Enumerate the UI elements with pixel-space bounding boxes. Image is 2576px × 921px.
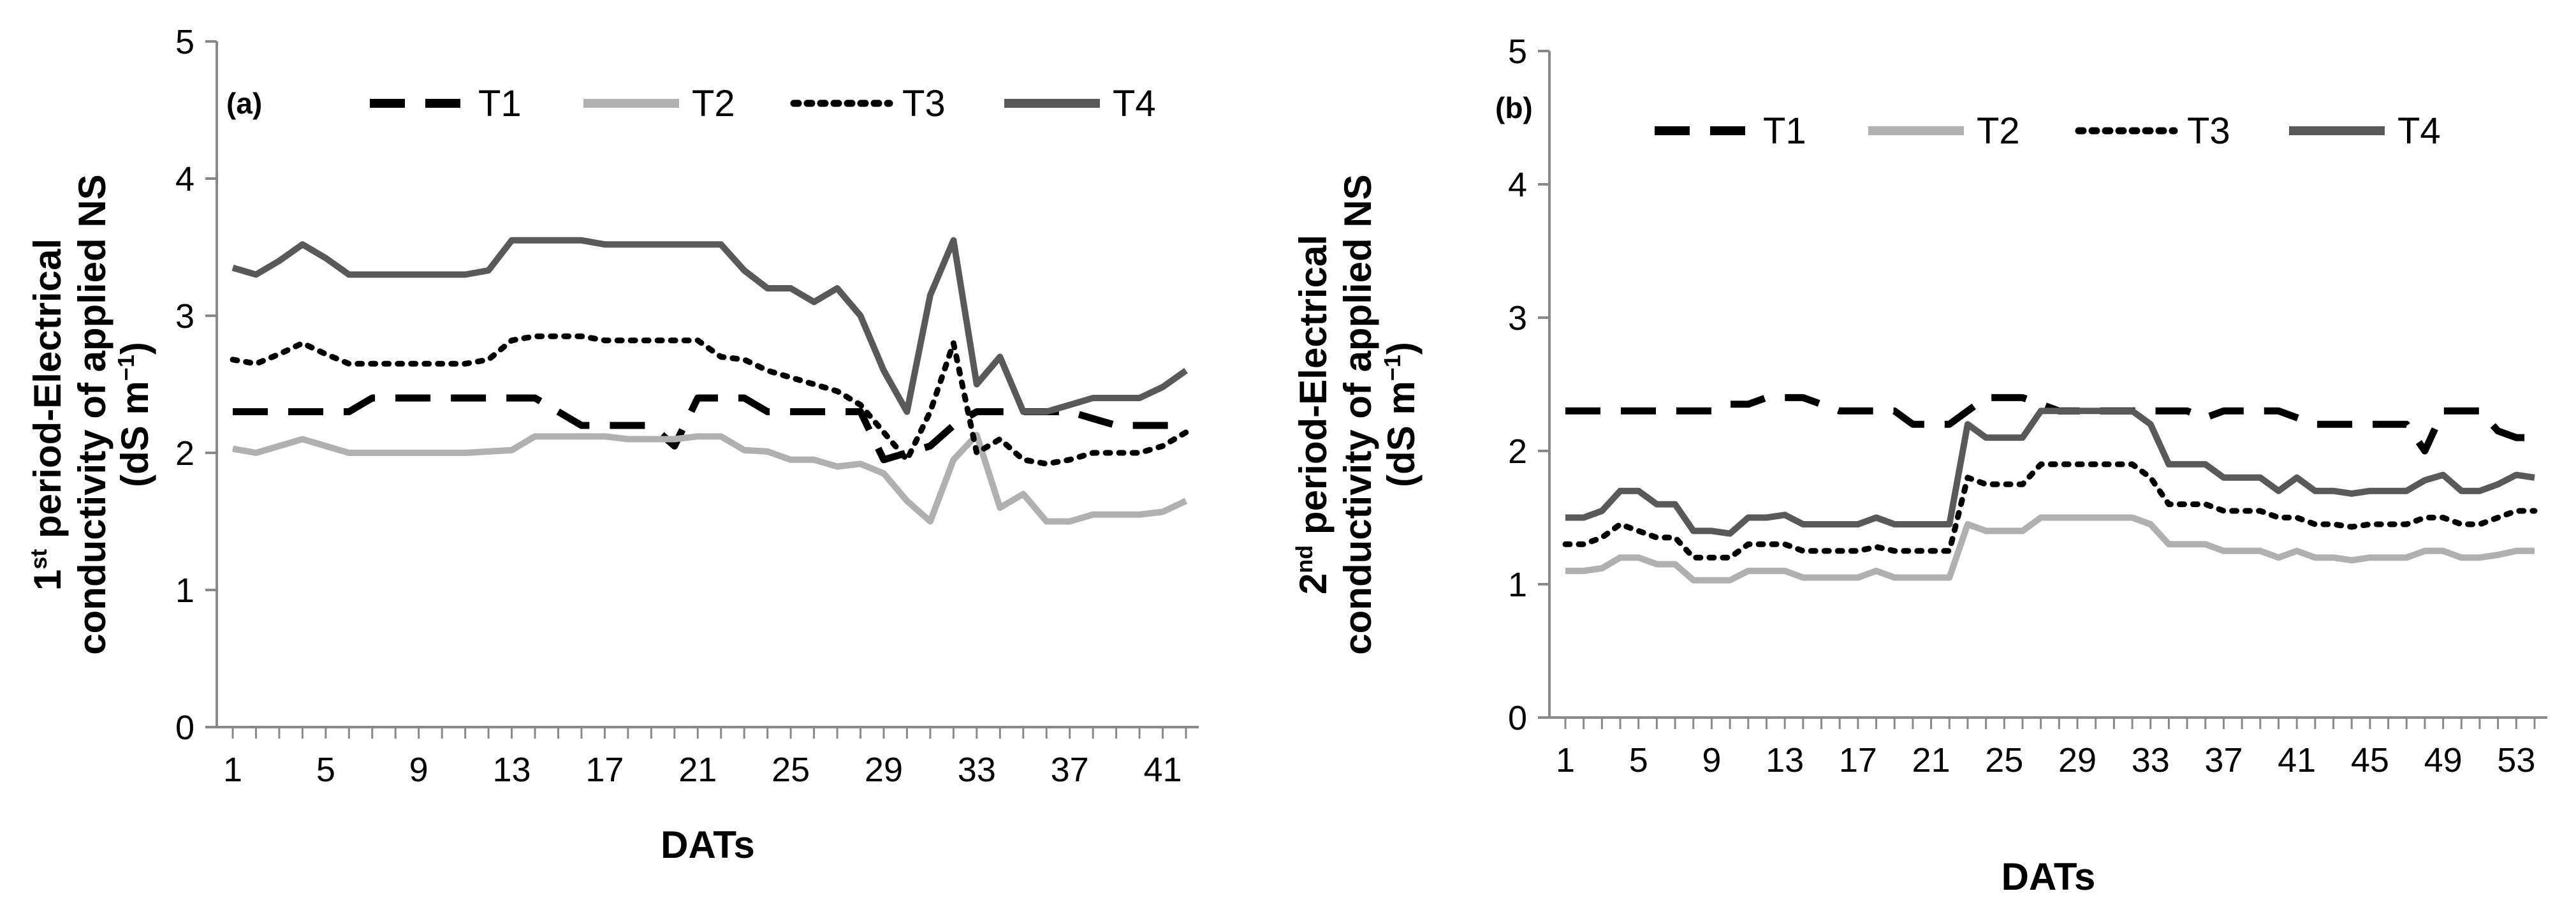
legend-label-t4: T4 (1113, 83, 1156, 124)
legend-label-t1: T1 (1763, 110, 1806, 152)
y-tick-label: 1 (1508, 566, 1527, 604)
y-axis-title-line1: 2nd period-Electrical (1291, 235, 1335, 594)
y-tick-label: 0 (1508, 699, 1527, 737)
legend-label-t3: T3 (2187, 110, 2230, 152)
y-tick-label: 2 (1508, 432, 1527, 471)
x-tick-label: 41 (1143, 751, 1182, 789)
y-axis-title-line3: (dS m−1) (1379, 342, 1423, 487)
x-tick-label: 33 (2132, 741, 2170, 779)
x-axis-title: DATs (2002, 855, 2096, 898)
x-tick-label: 17 (585, 751, 624, 789)
x-tick-label: 41 (2278, 741, 2316, 779)
x-tick-label: 45 (2351, 741, 2389, 779)
legend: T1 T2 T3 T4 (370, 83, 1156, 124)
y-axis-title-line2: conductivity of applied NS (1336, 174, 1379, 654)
y-axis-title-line2: conductivity of applied NS (71, 174, 113, 654)
x-tick-label: 1 (223, 751, 242, 789)
y-title-unit: (dS m (1380, 381, 1423, 487)
x-axis-title: DATs (661, 823, 755, 866)
y-tick-label: 0 (175, 709, 194, 747)
series-line-t3 (230, 333, 1189, 467)
y-tick-label: 5 (1508, 33, 1527, 71)
y-axis-title: 1st period-Electrical conductivity of app… (26, 174, 156, 654)
y-title-unit: (dS m (113, 381, 156, 487)
y-tick-label: 5 (175, 23, 194, 61)
y-axis-title: 2nd period-Electrical conductivity of app… (1291, 174, 1423, 654)
series-line-t1 (1565, 394, 2535, 455)
y-title-unit-sup: −1 (1379, 355, 1405, 381)
x-tick-label: 29 (865, 751, 903, 789)
x-tick-label: 1 (1556, 741, 1575, 779)
x-tick-label: 37 (1051, 751, 1089, 789)
legend-label-t1: T1 (478, 83, 522, 124)
x-tick-label: 49 (2424, 741, 2463, 779)
x-tick-label: 33 (958, 751, 996, 789)
y-title-ordinal: 1 (26, 570, 69, 591)
x-tick-label: 5 (316, 751, 335, 789)
y-tick-label: 1 (175, 571, 194, 610)
y-tick-label: 3 (1508, 299, 1527, 337)
x-tick-label: 25 (772, 751, 810, 789)
x-tick-label: 21 (1912, 741, 1950, 779)
y-tick-label: 4 (175, 160, 194, 198)
y-title-ordinal-sup: nd (1291, 545, 1317, 573)
y-title-ordinal-sup: st (26, 549, 52, 570)
x-tick-label: 5 (1629, 741, 1648, 779)
x-tick-label: 53 (2497, 741, 2535, 779)
y-tick-label: 4 (1508, 166, 1527, 204)
series-line-t4 (1565, 408, 2535, 537)
legend-label-t4: T4 (2397, 110, 2441, 152)
series-line-t2 (1565, 514, 2535, 584)
y-axis-title-line1: 1st period-Electrical (26, 239, 69, 591)
x-tick-label: 25 (1985, 741, 2023, 779)
x-tick-label: 29 (2058, 741, 2097, 779)
y-title-text: period-Electrical (26, 239, 69, 549)
y-title-ordinal: 2 (1292, 573, 1335, 594)
x-tick-label: 9 (409, 751, 428, 789)
y-tick-label: 3 (175, 297, 194, 335)
x-tick-label: 9 (1702, 741, 1721, 779)
y-title-text: period-Electrical (1292, 235, 1335, 545)
panel-label: (a) (226, 87, 262, 120)
x-tick-label: 13 (493, 751, 531, 789)
x-tick-label: 37 (2204, 741, 2243, 779)
series-line-t4 (231, 237, 1188, 415)
y-tick-label: 2 (175, 434, 194, 473)
x-tick-label: 17 (1839, 741, 1877, 779)
legend-label-t2: T2 (1977, 110, 2020, 152)
y-title-unit-sup: −1 (113, 355, 139, 381)
y-axis-title-line3: (dS m−1) (113, 342, 156, 487)
x-tick-label: 13 (1766, 741, 1804, 779)
legend-label-t2: T2 (692, 83, 735, 124)
y-title-unit-close: ) (113, 342, 156, 355)
series-line-t2 (232, 432, 1188, 525)
legend-label-t3: T3 (902, 83, 946, 124)
panel-label: (b) (1495, 91, 1533, 124)
legend: T1 T2 T3 T4 (1655, 110, 2441, 152)
series-line-t3 (1562, 461, 2538, 561)
y-title-unit-close: ) (1380, 342, 1423, 355)
x-tick-label: 21 (678, 751, 717, 789)
